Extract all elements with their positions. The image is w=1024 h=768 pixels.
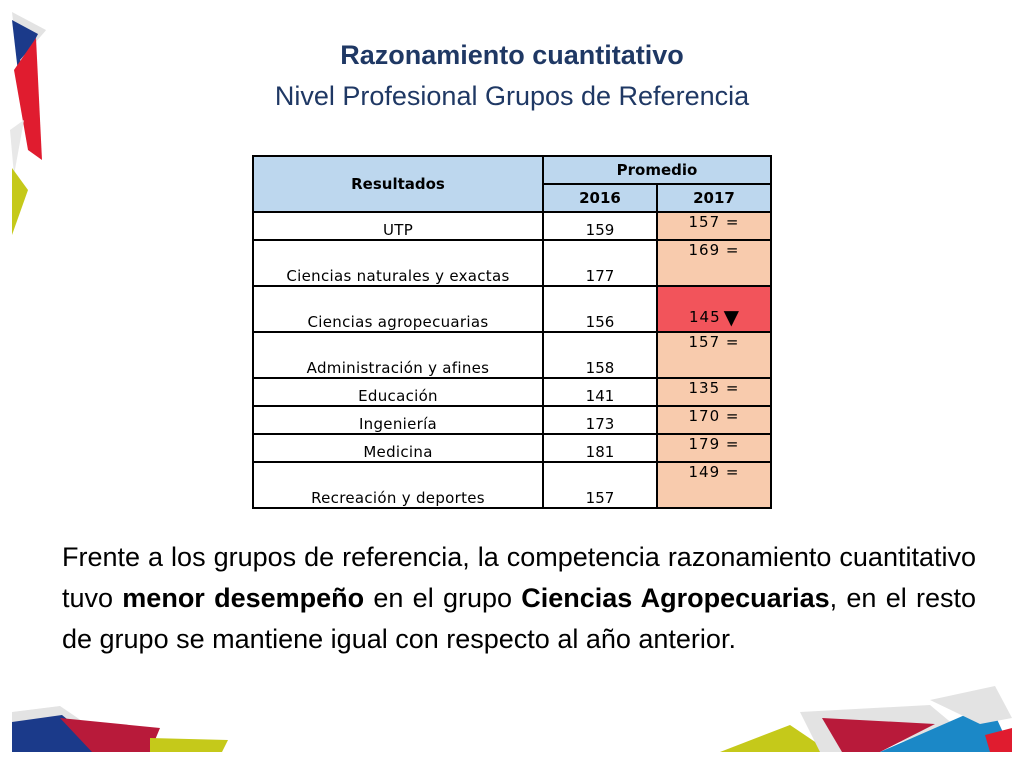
value-2017: 149 =	[656, 461, 772, 509]
value-2017: 170 =	[656, 405, 772, 435]
table-row: Ciencias agropecuarias 156 145 ▼	[252, 285, 772, 333]
group-name: Ingeniería	[252, 405, 544, 435]
header-year-2016: 2016	[542, 183, 658, 213]
value-2016: 159	[542, 211, 658, 241]
table-row: Educación 141 135 =	[252, 377, 772, 407]
value-2016: 158	[542, 331, 658, 379]
table-row: Ciencias naturales y exactas 177 169 =	[252, 239, 772, 287]
value-2017: 135 =	[656, 377, 772, 407]
group-name: Recreación y deportes	[252, 461, 544, 509]
value-2016: 156	[542, 285, 658, 333]
value-2017: 157 =	[656, 211, 772, 241]
summary-emphasis: menor desempeño	[122, 583, 365, 613]
down-arrow-icon: ▼	[723, 305, 740, 329]
group-name: Ciencias naturales y exactas	[252, 239, 544, 287]
summary-paragraph: Frente a los grupos de referencia, la co…	[62, 537, 976, 660]
header-promedio: Promedio	[542, 155, 772, 185]
slide-title: Razonamiento cuantitativo	[340, 40, 684, 70]
table-row: Administración y afines 158 157 =	[252, 331, 772, 379]
header-year-2017: 2017	[656, 183, 772, 213]
summary-text: , en el resto de grupo se mantiene igual…	[62, 583, 977, 654]
group-name: Ciencias agropecuarias	[252, 285, 544, 333]
value-2017-decrease: 145 ▼	[656, 285, 772, 333]
summary-emphasis: Ciencias Agropecuarias	[521, 583, 830, 613]
value-2016: 157	[542, 461, 658, 509]
header-resultados: Resultados	[252, 155, 544, 213]
table-row: Medicina 181 179 =	[252, 433, 772, 463]
group-name: UTP	[252, 211, 544, 241]
table-row: UTP 159 157 =	[252, 211, 772, 241]
summary-text: en el grupo	[364, 583, 522, 613]
group-name: Medicina	[252, 433, 544, 463]
slide-subtitle: Nivel Profesional Grupos de Referencia	[274, 81, 750, 111]
value-2016: 141	[542, 377, 658, 407]
value-2017: 169 =	[656, 239, 772, 287]
summary-text: Frente a los grupos de referencia, la co…	[62, 542, 976, 613]
value-2017: 179 =	[656, 433, 772, 463]
table-row: Recreación y deportes 157 149 =	[252, 461, 772, 509]
group-name: Educación	[252, 377, 544, 407]
table-row: Ingeniería 173 170 =	[252, 405, 772, 435]
value-2017: 157 =	[656, 331, 772, 379]
value-2016: 181	[542, 433, 658, 463]
value-2016: 173	[542, 405, 658, 435]
group-name: Administración y afines	[252, 331, 544, 379]
results-table: Resultados Promedio 2016 2017 UTP 159 15…	[252, 155, 772, 509]
value-2016: 177	[542, 239, 658, 287]
value-2017: 145	[688, 308, 721, 326]
